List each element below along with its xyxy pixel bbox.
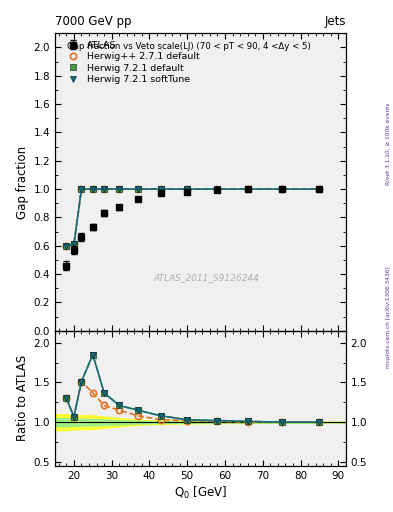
Herwig 7.2.1 softTune	[72, 241, 76, 247]
Herwig 7.2.1 softTune	[317, 186, 322, 192]
Herwig++ 2.7.1 default	[185, 186, 189, 192]
Herwig 7.2.1 default	[185, 186, 189, 192]
Herwig 7.2.1 softTune	[117, 186, 121, 192]
Herwig 7.2.1 default	[102, 186, 107, 192]
Text: 7000 GeV pp: 7000 GeV pp	[55, 15, 132, 28]
Herwig 7.2.1 default	[72, 241, 76, 247]
Herwig++ 2.7.1 default	[215, 186, 220, 192]
Herwig++ 2.7.1 default	[245, 186, 250, 192]
Herwig 7.2.1 softTune	[185, 186, 189, 192]
Herwig 7.2.1 default	[117, 186, 121, 192]
Herwig 7.2.1 default	[90, 186, 95, 192]
Herwig 7.2.1 softTune	[215, 186, 220, 192]
Y-axis label: Gap fraction: Gap fraction	[17, 145, 29, 219]
Text: Rivet 3.1.10, ≥ 100k events: Rivet 3.1.10, ≥ 100k events	[386, 102, 391, 185]
Herwig 7.2.1 softTune	[136, 186, 140, 192]
Text: Gap fraction vs Veto scale(LJ) (70 < pT < 90, 4 <Δy < 5): Gap fraction vs Veto scale(LJ) (70 < pT …	[67, 42, 310, 51]
Herwig++ 2.7.1 default	[79, 186, 84, 192]
Herwig++ 2.7.1 default	[136, 186, 140, 192]
Herwig++ 2.7.1 default	[317, 186, 322, 192]
Herwig 7.2.1 default	[279, 186, 284, 192]
Herwig 7.2.1 softTune	[245, 186, 250, 192]
Herwig 7.2.1 default	[245, 186, 250, 192]
Herwig 7.2.1 softTune	[90, 186, 95, 192]
Herwig++ 2.7.1 default	[158, 186, 163, 192]
Herwig++ 2.7.1 default	[72, 241, 76, 247]
Herwig++ 2.7.1 default	[279, 186, 284, 192]
Herwig 7.2.1 default	[158, 186, 163, 192]
Herwig++ 2.7.1 default	[117, 186, 121, 192]
Herwig 7.2.1 default	[136, 186, 140, 192]
Herwig 7.2.1 softTune	[64, 243, 69, 249]
Herwig++ 2.7.1 default	[102, 186, 107, 192]
Herwig 7.2.1 softTune	[279, 186, 284, 192]
Herwig++ 2.7.1 default	[64, 243, 69, 249]
Herwig 7.2.1 default	[79, 186, 84, 192]
Herwig 7.2.1 default	[317, 186, 322, 192]
Herwig 7.2.1 softTune	[158, 186, 163, 192]
Herwig 7.2.1 softTune	[79, 186, 84, 192]
Herwig 7.2.1 default	[215, 186, 220, 192]
Legend: ATLAS, Herwig++ 2.7.1 default, Herwig 7.2.1 default, Herwig 7.2.1 softTune: ATLAS, Herwig++ 2.7.1 default, Herwig 7.…	[60, 38, 203, 87]
Text: Jets: Jets	[324, 15, 346, 28]
Y-axis label: Ratio to ATLAS: Ratio to ATLAS	[17, 355, 29, 441]
Text: ATLAS_2011_S9126244: ATLAS_2011_S9126244	[153, 273, 259, 282]
X-axis label: Q$_0$ [GeV]: Q$_0$ [GeV]	[174, 485, 227, 501]
Herwig 7.2.1 softTune	[102, 186, 107, 192]
Line: Herwig++ 2.7.1 default: Herwig++ 2.7.1 default	[63, 186, 323, 249]
Line: Herwig 7.2.1 default: Herwig 7.2.1 default	[64, 186, 322, 248]
Line: Herwig 7.2.1 softTune: Herwig 7.2.1 softTune	[63, 186, 323, 249]
Herwig 7.2.1 default	[64, 243, 69, 249]
Text: mcplots.cern.ch [arXiv:1306.3436]: mcplots.cern.ch [arXiv:1306.3436]	[386, 267, 391, 368]
Herwig++ 2.7.1 default	[90, 186, 95, 192]
